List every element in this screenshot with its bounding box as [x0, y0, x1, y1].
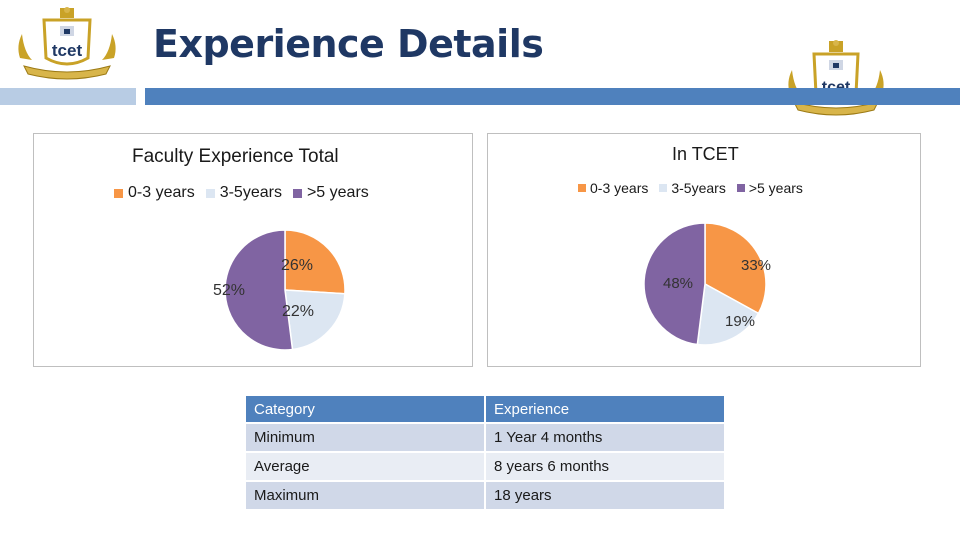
slide-title: Experience Details: [153, 22, 544, 66]
pie-chart-tcet: 33% 19% 48%: [643, 222, 771, 346]
slice-0-3-years: [284, 229, 346, 295]
legend-swatch: [292, 188, 302, 198]
legend-swatch: [578, 184, 586, 192]
legend-swatch: [659, 184, 668, 192]
legend-item: 3-5years: [205, 184, 282, 202]
chart-title: Faculty Experience Total: [132, 146, 339, 167]
chart-legend: 0-3 years 3-5years >5 years: [578, 180, 814, 196]
data-label-slice-over-5-years: 52%: [213, 282, 245, 299]
legend-swatch: [114, 188, 123, 198]
table-cell: 1 Year 4 months: [486, 424, 726, 453]
table-cell: Maximum: [246, 482, 486, 511]
slice-over-5-years: [643, 222, 706, 346]
legend-label: >5 years: [748, 180, 803, 196]
legend-item: >5 years: [736, 180, 803, 196]
legend-label: >5 years: [306, 184, 369, 201]
pie-chart-total: 26% 22% 52%: [213, 229, 346, 351]
table-header-cell: Category: [246, 396, 486, 424]
faculty-experience-chart: Faculty Experience Total 0-3 years 3-5ye…: [33, 133, 473, 367]
table-cell: Minimum: [246, 424, 486, 453]
legend-label: 3-5years: [219, 184, 282, 201]
table-header-row: Category Experience: [246, 396, 726, 424]
slice-3-5-years: [284, 289, 346, 351]
data-label-slice-3-5-years: 19%: [725, 313, 755, 330]
tcet-emblem-icon: [18, 7, 116, 80]
legend-label: 0-3 years: [128, 184, 195, 201]
legend-item: 0-3 years: [114, 184, 195, 202]
table-row: Maximum 18 years: [246, 482, 726, 511]
legend-swatch: [205, 188, 215, 198]
legend-item: >5 years: [292, 184, 369, 202]
experience-table: Category Experience Minimum 1 Year 4 mon…: [246, 396, 726, 511]
chart-legend: 0-3 years 3-5years >5 years: [114, 184, 380, 202]
header-bar-dark: [145, 88, 960, 105]
data-label-slice-0-3-years: 33%: [741, 257, 771, 274]
tcet-logo-left: tcet: [18, 7, 116, 80]
legend-label: 0-3 years: [590, 180, 649, 196]
data-label-slice-3-5-years: 22%: [282, 303, 314, 320]
legend-swatch: [736, 184, 745, 192]
tcet-logo-right: tcet: [788, 40, 884, 116]
table-row: Average 8 years 6 months: [246, 453, 726, 482]
logo-text-left: tcet: [52, 41, 83, 60]
legend-label: 3-5years: [671, 180, 726, 196]
slice-over-5-years: [224, 229, 294, 351]
data-label-slice-over-5-years: 48%: [663, 275, 693, 292]
chart-title: In TCET: [672, 144, 739, 164]
legend-item: 3-5years: [659, 180, 726, 196]
data-label-slice-0-3-years: 26%: [281, 257, 313, 274]
slice-0-3-years: [704, 222, 767, 315]
tcet-experience-chart: In TCET 0-3 years 3-5years >5 years 33% 1…: [487, 133, 921, 367]
table-row: Minimum 1 Year 4 months: [246, 424, 726, 453]
table-cell: Average: [246, 453, 486, 482]
table-cell: 18 years: [486, 482, 726, 511]
table-header-cell: Experience: [486, 396, 726, 424]
legend-item: 0-3 years: [578, 180, 648, 196]
table-cell: 8 years 6 months: [486, 453, 726, 482]
slice-3-5-years: [696, 282, 760, 346]
header-bar-light: [0, 88, 136, 105]
